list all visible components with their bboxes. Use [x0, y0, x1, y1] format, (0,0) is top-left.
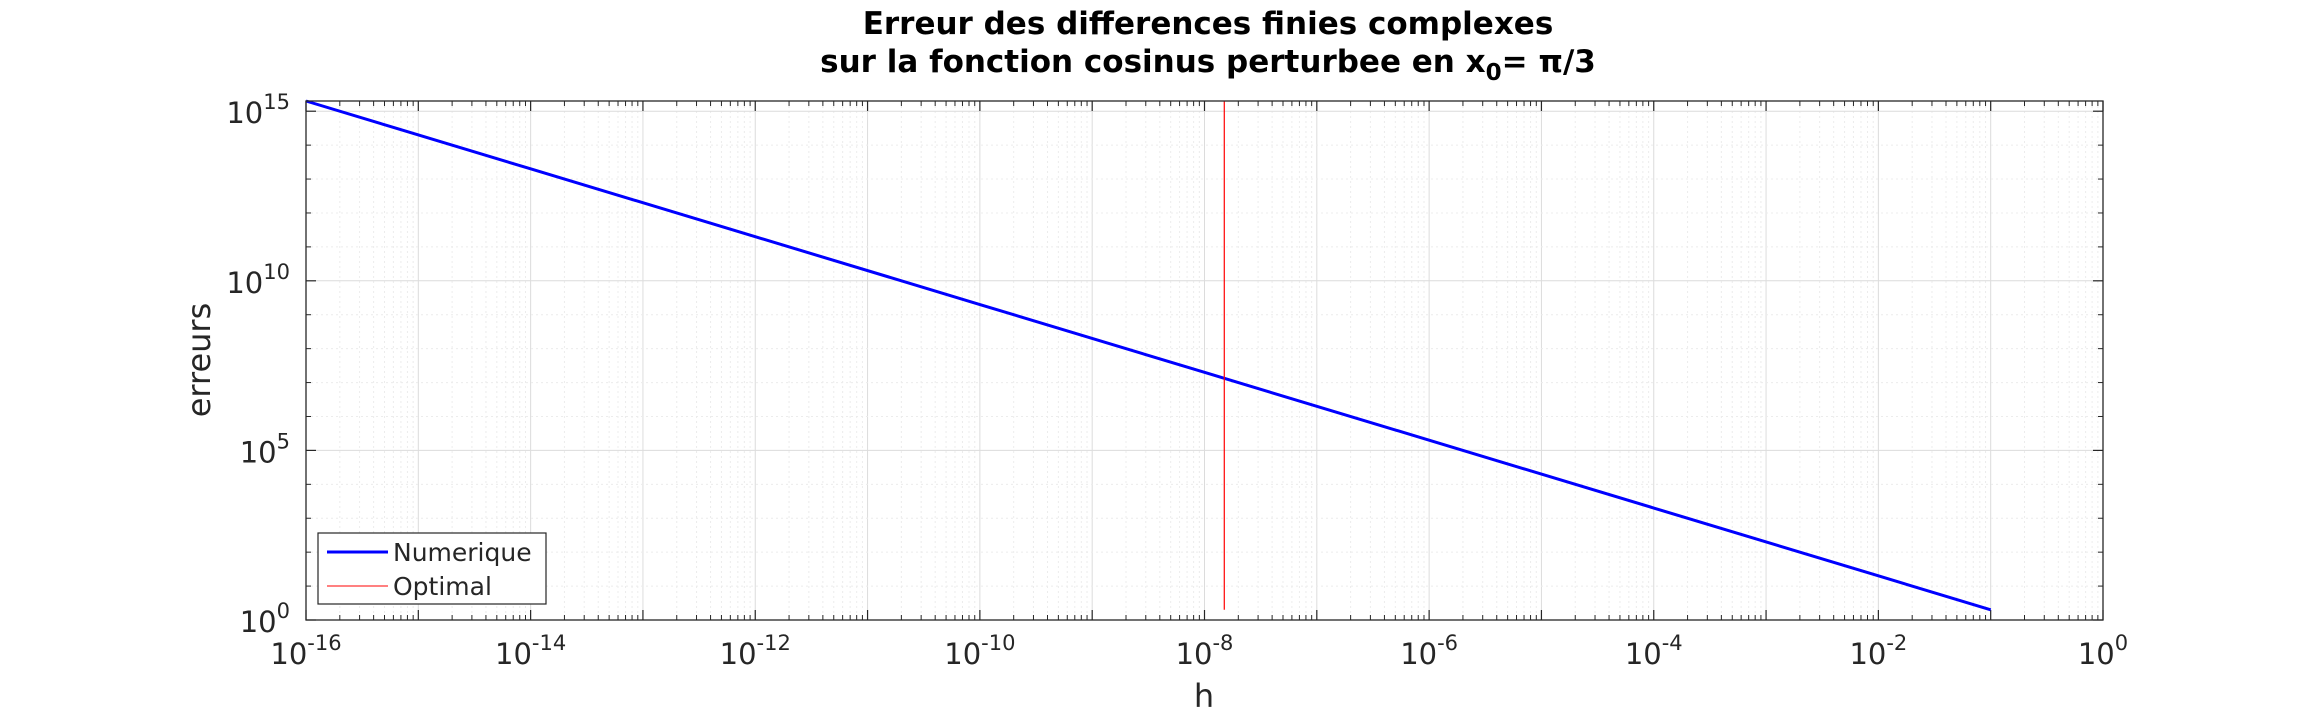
x-tick-label-base: 10 — [1400, 637, 1437, 671]
y-tick-label-base: 10 — [226, 96, 263, 130]
x-tick-labels: 10-16 10-14 10-12 10-10 10-8 10-6 10-4 10-2 100 — [270, 631, 2128, 671]
y-tick-label-exponent: 10 — [263, 260, 290, 284]
x-tick-label-exponent: -14 — [532, 631, 566, 655]
y-tick-label-exponent: 15 — [263, 90, 290, 114]
chart-title-line2-prefix: sur la fonction cosinus perturbee en x — [820, 44, 1486, 80]
ticks-layer — [305, 101, 2104, 621]
x-tick-label-base: 10 — [720, 637, 757, 671]
x-tick-label-exponent: -2 — [1886, 631, 1907, 655]
x-axis-label: h — [1194, 677, 1214, 713]
x-tick-label-base: 10 — [495, 637, 532, 671]
grid-layer — [305, 101, 2104, 621]
x-tick-label-base: 10 — [1849, 637, 1886, 671]
legend-box — [317, 532, 547, 605]
chart-title-line2: sur la fonction cosinus perturbee en x0=… — [820, 44, 1596, 86]
y-axis-label: erreurs — [180, 303, 218, 418]
x-tick-label-exponent: -8 — [1212, 631, 1233, 655]
series-line-numerique — [305, 99, 1992, 612]
y-tick-label-base: 10 — [240, 605, 277, 639]
x-tick-label: 10-6 — [1400, 631, 1458, 671]
x-tick-label-base: 10 — [944, 637, 981, 671]
series-layer — [305, 99, 1992, 612]
y-tick-label: 1010 — [226, 260, 290, 300]
x-tick-label: 100 — [2078, 631, 2128, 671]
x-tick-label-exponent: -10 — [981, 631, 1015, 655]
x-tick-label-base: 10 — [270, 637, 307, 671]
x-tick-label-exponent: -6 — [1437, 631, 1458, 655]
x-tick-label-exponent: 0 — [2115, 631, 2128, 655]
x-tick-label: 10-2 — [1849, 631, 1907, 671]
axes-box — [305, 100, 2104, 621]
x-tick-label-base: 10 — [2078, 637, 2115, 671]
y-tick-label-exponent: 0 — [277, 599, 290, 623]
x-tick-label: 10-10 — [944, 631, 1015, 671]
chart-title-subscript: 0 — [1486, 60, 1502, 86]
y-tick-label-base: 10 — [240, 435, 277, 469]
legend-label-optimal: Optimal — [393, 572, 492, 601]
legend-label-numerique: Numerique — [393, 538, 532, 567]
x-tick-label-base: 10 — [1176, 637, 1213, 671]
x-tick-label: 10-12 — [720, 631, 791, 671]
chart-title-line2-suffix: = π/3 — [1502, 44, 1596, 80]
x-tick-label-exponent: -16 — [307, 631, 341, 655]
x-tick-label: 10-8 — [1176, 631, 1234, 671]
x-tick-label-base: 10 — [1625, 637, 1662, 671]
y-tick-label: 1015 — [226, 90, 290, 130]
x-tick-label-exponent: -12 — [757, 631, 791, 655]
y-tick-label: 105 — [240, 429, 290, 469]
x-tick-label-exponent: -4 — [1662, 631, 1683, 655]
legend: Numerique Optimal — [317, 532, 547, 605]
x-tick-label: 10-4 — [1625, 631, 1683, 671]
y-tick-label: 100 — [240, 599, 290, 639]
chart-title-line1: Erreur des differences finies complexes — [863, 6, 1554, 42]
y-tick-label-exponent: 5 — [277, 429, 290, 453]
y-tick-label-base: 10 — [226, 266, 263, 300]
x-tick-label: 10-14 — [495, 631, 566, 671]
x-tick-label: 10-16 — [270, 631, 341, 671]
